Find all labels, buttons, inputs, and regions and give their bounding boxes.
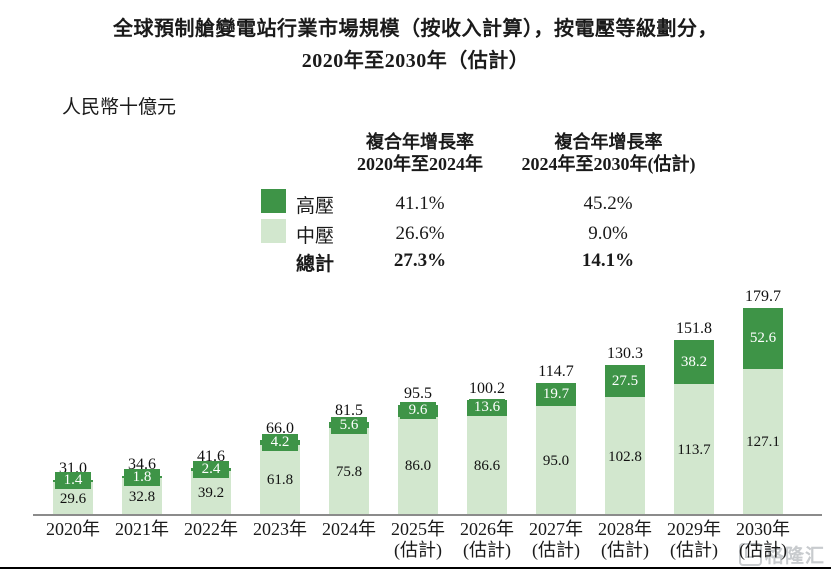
high-voltage-value-label: 19.7 [538,386,574,404]
high-voltage-value-label: 38.2 [676,353,712,371]
total-value-label: 100.2 [469,380,505,398]
bar-segment-mid-voltage [467,415,507,516]
high-voltage-value-label: 27.5 [607,372,643,390]
bar-group-2030年: 179.7 52.6 127.1 [743,288,783,516]
mid-voltage-value-label: 102.8 [608,448,642,465]
x-axis-label-2030年: 2030年 (估計) [736,519,790,560]
x-axis-label-2027年: 2027年 (估計) [529,519,583,560]
high-voltage-value-label: 4.2 [262,433,298,451]
bar-group-2026年: 100.2 13.6 86.6 [467,380,507,516]
total-value-label: 179.7 [745,288,781,306]
mid-voltage-value-label: 61.8 [266,472,294,489]
total-value-label: 41.6 [197,447,225,465]
mid-voltage-value-label: 127.1 [746,434,780,451]
high-voltage-value-label: 1.8 [124,468,160,486]
high-voltage-value-label: 52.6 [745,330,781,348]
mid-voltage-value-label: 39.2 [197,485,225,502]
cagr-value-total-2024-2030: 14.1% [581,250,635,271]
bar-group-2022年: 41.6 2.4 39.2 [191,448,231,516]
mid-voltage-value-label: 75.8 [335,464,363,481]
x-axis-label-2026年: 2026年 (估計) [460,519,514,560]
bar-group-2025年: 95.5 9.6 86.0 [398,385,438,516]
legend-label-mid-voltage: 中壓 [296,226,335,247]
high-voltage-value-label: 1.4 [55,472,91,490]
page-bottom-rule [0,567,831,569]
bar-group-2021年: 34.6 1.8 32.8 [122,456,162,516]
x-axis-label-2021年: 2021年 [115,519,169,539]
bar-group-2027年: 114.7 19.7 95.0 [536,363,576,516]
watermark-logo-icon [738,543,762,566]
bar-chart-plot-area: 31.0 1.4 29.6 34.6 1.8 32.8 41.6 2.4 39.2 66.0 4.2… [53,288,783,516]
legend-label-high-voltage: 高壓 [296,196,335,217]
x-axis-label-2024年: 2024年 [322,519,376,539]
x-axis-label-2020年: 2020年 [46,519,100,539]
mid-voltage-value-label: 86.6 [473,457,501,474]
cagr-value-total-2020-2024: 27.3% [393,250,447,271]
legend-label-total: 總計 [296,254,335,275]
bar-segment-mid-voltage [605,397,645,516]
total-value-label: 66.0 [266,419,294,437]
total-value-label: 151.8 [676,320,712,338]
legend-swatch-mid-voltage [261,219,286,243]
bar-group-2024年: 81.5 5.6 75.8 [329,402,369,516]
x-axis-label-2028年: 2028年 (估計) [598,519,652,560]
bar-segment-mid-voltage [398,416,438,516]
cagr-header-2020-2024: 複合年增長率 2020年至2024年 [357,132,483,174]
bar-group-2028年: 130.3 27.5 102.8 [605,345,645,516]
bar-group-2020年: 31.0 1.4 29.6 [53,460,93,516]
bar-segment-mid-voltage [743,368,783,516]
total-value-label: 95.5 [404,385,432,403]
cagr-value-high-2024-2030: 45.2% [583,193,633,214]
x-axis-line [33,514,822,516]
high-voltage-value-label: 13.6 [469,399,505,417]
mid-voltage-value-label: 29.6 [59,490,87,507]
total-value-label: 81.5 [335,401,363,419]
bar-segment-mid-voltage [191,470,231,516]
bar-segment-mid-voltage [260,444,300,516]
high-voltage-value-label: 5.6 [331,416,367,434]
x-axis-label-2029年: 2029年 (估計) [667,519,721,560]
y-axis-unit-label: 人民幣十億元 [62,97,177,118]
bar-segment-mid-voltage [674,384,714,516]
x-axis-label-2022年: 2022年 [184,519,238,539]
legend-swatch-high-voltage [261,189,286,213]
watermark-text: 格隆汇 [764,546,825,567]
cagr-value-mid-2024-2030: 9.0% [588,223,628,244]
mid-voltage-value-label: 95.0 [542,453,570,470]
cagr-header-2024-2030: 複合年增長率 2024年至2030年(估計) [521,132,696,174]
cagr-value-high-2020-2024: 41.1% [395,193,445,214]
bar-group-2023年: 66.0 4.2 61.8 [260,420,300,516]
bar-segment-mid-voltage [329,428,369,516]
chart-title-line1: 全球預制艙變電站行業市場規模（按收入計算），按電壓等級劃分， [113,18,718,40]
total-value-label: 130.3 [607,345,643,363]
cagr-value-mid-2020-2024: 26.6% [395,223,445,244]
mid-voltage-value-label: 32.8 [128,489,156,506]
x-axis-label-2023年: 2023年 [253,519,307,539]
bar-segment-mid-voltage [536,406,576,516]
bar-group-2029年: 151.8 38.2 113.7 [674,320,714,516]
x-axis-label-2025年: 2025年 (估計) [391,519,445,560]
chart-title-line2: 2020年至2030年（估計） [301,50,530,72]
site-watermark: 格隆汇 [738,541,825,568]
mid-voltage-value-label: 113.7 [677,442,711,459]
total-value-label: 114.7 [538,363,574,381]
high-voltage-value-label: 9.6 [400,402,436,420]
high-voltage-value-label: 2.4 [193,460,229,478]
mid-voltage-value-label: 86.0 [404,458,432,475]
